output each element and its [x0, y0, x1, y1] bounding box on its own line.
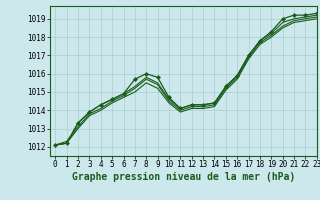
X-axis label: Graphe pression niveau de la mer (hPa): Graphe pression niveau de la mer (hPa) — [72, 172, 295, 182]
